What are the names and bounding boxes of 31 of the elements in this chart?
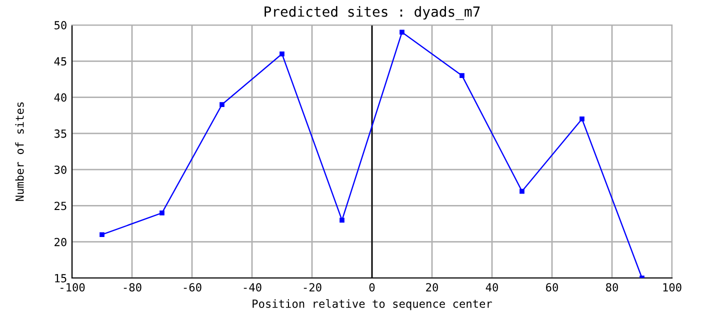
x-tick-label: 60 [546,283,558,292]
x-tick-label: 80 [606,283,618,292]
y-tick-label: 30 [54,166,66,174]
point [340,218,344,223]
x-tick-label: 0 [369,283,375,292]
point [580,116,584,122]
point [220,102,224,107]
point [400,30,404,35]
y-tick-label: 20 [54,238,66,246]
x-tick-label: -100 [60,283,85,292]
y-axis-title: Number of sites [15,102,24,201]
y-tick-label: 35 [54,129,66,138]
x-tick-label: -80 [124,283,142,292]
point [100,232,104,238]
y-tick-label: 15 [55,274,66,282]
x-tick-label: 20 [426,283,438,292]
y-tick-label: 50 [54,21,66,30]
x-tick-label: -40 [244,283,262,292]
x-axis-title: Position relative to sequence center [252,299,492,310]
point [160,210,164,216]
point [280,51,284,56]
y-tick-label: 45 [54,57,66,66]
x-tick-label: -20 [304,283,322,292]
x-tick-label: 40 [486,283,498,292]
point [520,188,524,194]
point [460,73,464,78]
x-tick-label: 100 [663,283,682,292]
y-tick-label: 40 [54,93,66,102]
y-tick-label: 25 [54,202,66,210]
chart-title: Predicted sites : dyads_m7 [264,6,480,20]
x-tick-label: -60 [184,283,202,292]
